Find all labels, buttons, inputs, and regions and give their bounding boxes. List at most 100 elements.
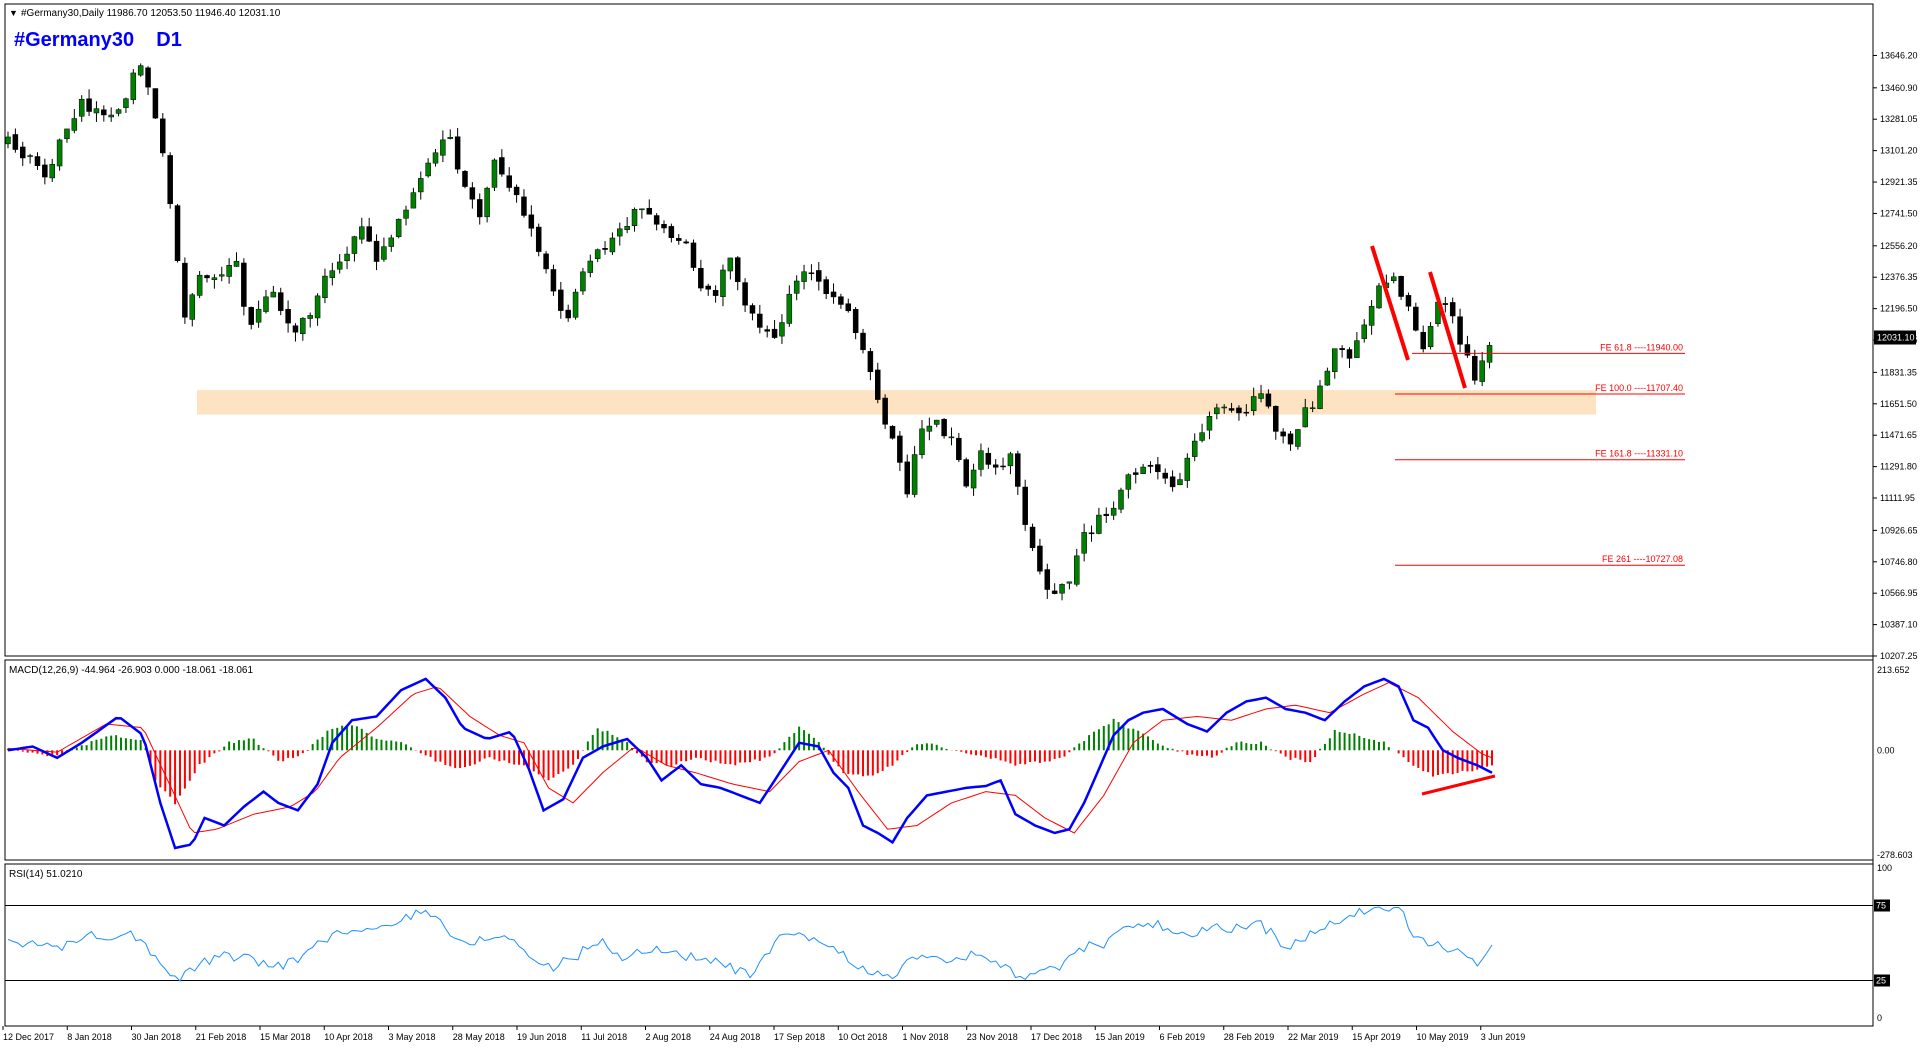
candle bbox=[1228, 402, 1235, 413]
candle bbox=[764, 325, 770, 338]
candle bbox=[705, 283, 711, 296]
candle bbox=[609, 232, 616, 256]
divergence-line[interactable] bbox=[1421, 774, 1496, 796]
candle bbox=[978, 443, 984, 477]
macd-signal-line bbox=[7, 682, 1493, 834]
candle bbox=[845, 298, 852, 313]
date-tick-label: 1 Nov 2018 bbox=[903, 1032, 949, 1042]
candle bbox=[712, 285, 719, 303]
date-tick-label: 15 Jan 2019 bbox=[1095, 1032, 1145, 1042]
candle bbox=[779, 314, 785, 344]
date-tick-label: 10 Oct 2018 bbox=[838, 1032, 887, 1042]
trend-line-2[interactable] bbox=[1428, 271, 1467, 389]
candle bbox=[226, 258, 232, 284]
chart-title: #Germany30 D1 bbox=[14, 29, 182, 51]
candle bbox=[1265, 389, 1272, 409]
candle bbox=[852, 307, 859, 340]
chart-menu-icon[interactable]: ▼ bbox=[9, 8, 18, 18]
candle bbox=[1074, 548, 1080, 587]
candle bbox=[1309, 401, 1316, 413]
candle bbox=[78, 95, 85, 122]
candle bbox=[123, 97, 129, 113]
date-tick-label: 3 May 2018 bbox=[389, 1032, 436, 1042]
candle bbox=[956, 433, 962, 462]
date-tick-label: 6 Feb 2019 bbox=[1160, 1032, 1206, 1042]
candle bbox=[1051, 583, 1058, 595]
candle bbox=[277, 287, 284, 316]
candle bbox=[904, 454, 910, 498]
support-zone bbox=[197, 390, 1596, 415]
candle bbox=[631, 207, 638, 232]
candle bbox=[926, 417, 933, 441]
date-tick-label: 15 Apr 2019 bbox=[1352, 1032, 1401, 1042]
candle bbox=[108, 107, 114, 122]
candle bbox=[484, 186, 490, 223]
trend-line-1[interactable] bbox=[1370, 245, 1410, 361]
date-tick-label: 21 Feb 2018 bbox=[196, 1032, 247, 1042]
candle bbox=[1169, 470, 1176, 492]
candle bbox=[152, 88, 159, 119]
candle bbox=[1287, 431, 1294, 451]
candle bbox=[366, 217, 372, 243]
candle bbox=[440, 130, 446, 163]
price-axis: 13646.20 13460.90 13281.05 13101.20 12921.35… bbox=[1873, 50, 1918, 661]
candle bbox=[572, 288, 579, 320]
candle bbox=[1464, 335, 1471, 358]
candle bbox=[734, 256, 741, 291]
candle bbox=[64, 128, 70, 143]
candle bbox=[1302, 398, 1309, 428]
candle bbox=[388, 234, 395, 252]
candle bbox=[12, 128, 19, 153]
candle bbox=[1339, 345, 1345, 358]
price-tick-label: 12376.35 bbox=[1880, 272, 1918, 282]
date-tick-label: 10 Apr 2018 bbox=[324, 1032, 373, 1042]
candle bbox=[565, 304, 571, 322]
candle bbox=[1442, 296, 1449, 313]
price-tick-label: 12921.35 bbox=[1880, 177, 1918, 187]
candle bbox=[911, 445, 918, 498]
candle bbox=[322, 268, 328, 304]
candle bbox=[130, 69, 137, 105]
price-tick-label: 11651.50 bbox=[1880, 399, 1917, 409]
candle bbox=[580, 267, 586, 295]
candle bbox=[1081, 523, 1087, 562]
candle bbox=[491, 158, 498, 191]
candle bbox=[882, 394, 888, 430]
candle bbox=[1029, 523, 1036, 552]
candle bbox=[27, 153, 33, 164]
candle bbox=[506, 167, 512, 192]
date-tick-label: 22 Mar 2019 bbox=[1288, 1032, 1339, 1042]
candle bbox=[359, 217, 365, 244]
price-tick-label: 11111.95 bbox=[1880, 493, 1915, 503]
candle bbox=[1007, 451, 1014, 475]
candle bbox=[1361, 319, 1367, 343]
date-tick-label: 15 Mar 2018 bbox=[260, 1032, 311, 1042]
current-price-label: 12031.10 bbox=[1877, 333, 1915, 343]
candle bbox=[1000, 457, 1006, 471]
candle bbox=[838, 293, 844, 309]
date-tick-label: 28 May 2018 bbox=[453, 1032, 505, 1042]
time-axis: 12 Dec 2017 8 Jan 2018 30 Jan 2018 21 Feb 2… bbox=[2, 1026, 1525, 1042]
candle bbox=[1103, 507, 1110, 523]
candle bbox=[860, 328, 866, 354]
candle bbox=[1162, 468, 1168, 484]
candle bbox=[867, 347, 874, 381]
price-tick-label: 12196.50 bbox=[1880, 304, 1918, 314]
macd-label: MACD(12,26,9) -44.964 -26.903 0.000 -18.… bbox=[9, 665, 253, 676]
candle bbox=[255, 300, 262, 328]
candle bbox=[594, 248, 601, 263]
candle bbox=[1427, 322, 1434, 350]
candle bbox=[285, 300, 291, 333]
candle bbox=[1243, 404, 1250, 417]
candle bbox=[432, 148, 439, 167]
candle bbox=[963, 457, 969, 488]
candle bbox=[1368, 300, 1375, 335]
candle bbox=[182, 257, 188, 324]
candle bbox=[174, 203, 181, 263]
candle bbox=[513, 184, 520, 203]
fibonacci-levels: FE 61.8 ----11940.00 FE 100.0 ----11707.4… bbox=[1395, 342, 1685, 566]
candle bbox=[793, 275, 800, 301]
candle bbox=[499, 149, 505, 177]
date-tick-label: 19 Jun 2018 bbox=[517, 1032, 567, 1042]
